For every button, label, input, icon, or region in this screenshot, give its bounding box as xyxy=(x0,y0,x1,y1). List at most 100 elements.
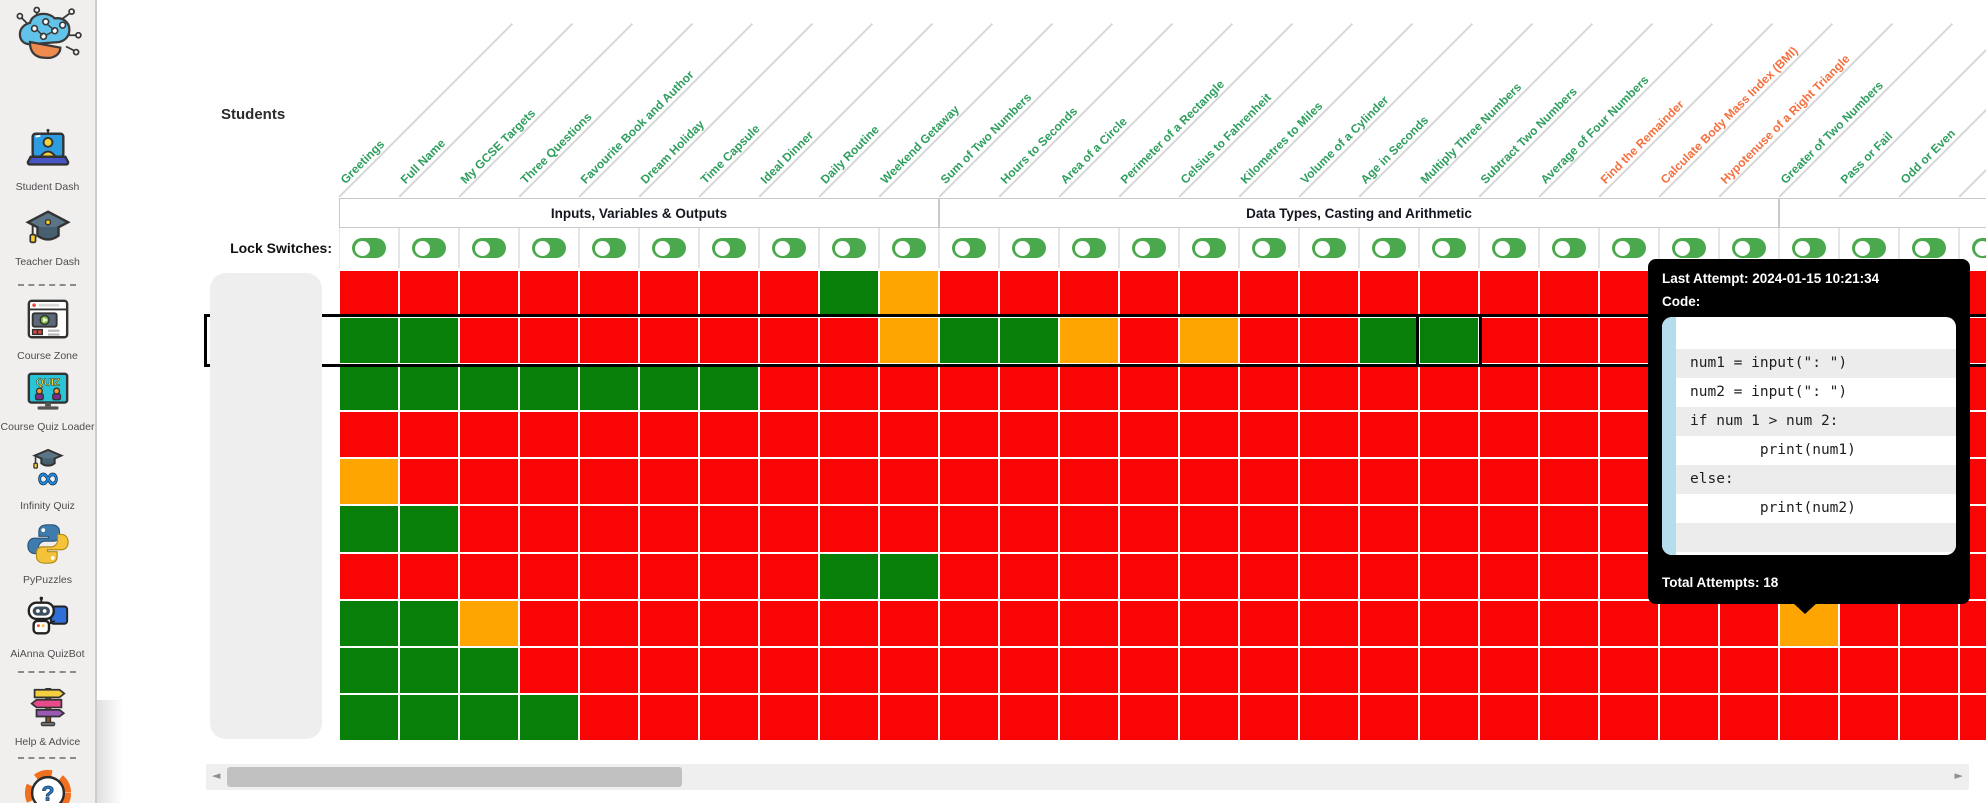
grid-cell[interactable] xyxy=(519,364,579,412)
lock-toggle[interactable] xyxy=(1672,238,1706,258)
grid-cell[interactable] xyxy=(1779,693,1839,741)
grid-cell[interactable] xyxy=(1239,693,1299,741)
grid-cell[interactable] xyxy=(1239,646,1299,694)
task-column-header[interactable]: Odd or Even xyxy=(1897,126,1959,187)
grid-cell[interactable] xyxy=(999,270,1059,318)
grid-cell[interactable] xyxy=(819,505,879,553)
grid-cell[interactable] xyxy=(459,458,519,506)
grid-cell[interactable] xyxy=(519,552,579,600)
grid-cell[interactable] xyxy=(1899,599,1959,647)
grid-cell[interactable] xyxy=(1179,270,1239,318)
grid-cell[interactable] xyxy=(699,364,759,412)
grid-cell[interactable] xyxy=(759,693,819,741)
grid-cell[interactable] xyxy=(699,317,759,365)
grid-cell[interactable] xyxy=(459,646,519,694)
lock-toggle[interactable] xyxy=(472,238,506,258)
grid-cell[interactable] xyxy=(339,411,399,459)
grid-cell[interactable] xyxy=(1179,364,1239,412)
grid-cell[interactable] xyxy=(1479,505,1539,553)
grid-cell[interactable] xyxy=(879,317,939,365)
grid-cell[interactable] xyxy=(519,458,579,506)
grid-cell[interactable] xyxy=(939,646,999,694)
grid-cell[interactable] xyxy=(1539,411,1599,459)
grid-cell[interactable] xyxy=(819,270,879,318)
grid-cell[interactable] xyxy=(639,693,699,741)
grid-cell[interactable] xyxy=(1599,693,1659,741)
lock-toggle[interactable] xyxy=(1792,238,1826,258)
lock-toggle[interactable] xyxy=(412,238,446,258)
sidebar-item-help-advice[interactable]: Help & Advice xyxy=(0,683,95,748)
lock-toggle[interactable] xyxy=(892,238,926,258)
grid-cell[interactable] xyxy=(459,270,519,318)
lock-toggle[interactable] xyxy=(592,238,626,258)
grid-cell[interactable] xyxy=(1479,411,1539,459)
sidebar-item-course-zone[interactable]: Course Zone xyxy=(0,297,95,362)
lock-toggle[interactable] xyxy=(952,238,986,258)
grid-cell[interactable] xyxy=(519,505,579,553)
grid-cell[interactable] xyxy=(819,411,879,459)
grid-cell[interactable] xyxy=(399,552,459,600)
grid-cell[interactable] xyxy=(1119,552,1179,600)
grid-cell[interactable] xyxy=(579,552,639,600)
grid-cell[interactable] xyxy=(879,364,939,412)
grid-cell[interactable] xyxy=(1419,317,1479,365)
grid-cell[interactable] xyxy=(1959,599,1986,647)
grid-cell[interactable] xyxy=(1119,270,1179,318)
grid-cell[interactable] xyxy=(879,599,939,647)
grid-cell[interactable] xyxy=(1239,505,1299,553)
grid-cell[interactable] xyxy=(999,317,1059,365)
grid-cell[interactable] xyxy=(1539,364,1599,412)
grid-cell[interactable] xyxy=(1419,411,1479,459)
grid-cell[interactable] xyxy=(759,505,819,553)
grid-cell[interactable] xyxy=(699,458,759,506)
sidebar-item-aianna-quizbot[interactable]: AiAnna QuizBot xyxy=(0,595,95,660)
grid-cell[interactable] xyxy=(1299,364,1359,412)
grid-cell[interactable] xyxy=(639,599,699,647)
grid-cell[interactable] xyxy=(339,317,399,365)
grid-cell[interactable] xyxy=(1539,693,1599,741)
grid-cell[interactable] xyxy=(639,270,699,318)
grid-cell[interactable] xyxy=(1719,646,1779,694)
grid-cell[interactable] xyxy=(699,270,759,318)
grid-cell[interactable] xyxy=(1059,364,1119,412)
task-column-header[interactable]: Average of Four Numbers xyxy=(1537,72,1652,187)
lock-toggle[interactable] xyxy=(1312,238,1346,258)
task-column-header[interactable]: Full Name xyxy=(397,136,449,187)
grid-cell[interactable] xyxy=(1539,458,1599,506)
grid-cell[interactable] xyxy=(519,317,579,365)
grid-cell[interactable] xyxy=(1179,646,1239,694)
grid-cell[interactable] xyxy=(579,646,639,694)
grid-cell[interactable] xyxy=(1059,411,1119,459)
lock-toggle[interactable] xyxy=(1492,238,1526,258)
grid-cell[interactable] xyxy=(819,458,879,506)
grid-cell[interactable] xyxy=(879,458,939,506)
grid-cell[interactable] xyxy=(399,646,459,694)
grid-cell[interactable] xyxy=(939,693,999,741)
sidebar-item-pypuzzles[interactable]: PyPuzzles xyxy=(0,521,95,586)
grid-cell[interactable] xyxy=(1179,411,1239,459)
horizontal-scrollbar[interactable]: ◄ ► xyxy=(206,764,1969,790)
lock-toggle[interactable] xyxy=(1972,238,1986,258)
grid-cell[interactable] xyxy=(1359,458,1419,506)
grid-cell[interactable] xyxy=(1839,599,1899,647)
grid-cell[interactable] xyxy=(1299,599,1359,647)
grid-cell[interactable] xyxy=(1179,458,1239,506)
grid-cell[interactable] xyxy=(1359,505,1419,553)
grid-cell[interactable] xyxy=(1419,458,1479,506)
grid-cell[interactable] xyxy=(1359,411,1419,459)
grid-cell[interactable] xyxy=(639,411,699,459)
grid-cell[interactable] xyxy=(579,364,639,412)
grid-cell[interactable] xyxy=(1719,599,1779,647)
task-column-header[interactable]: Greater of Two Numbers xyxy=(1777,78,1886,187)
grid-cell[interactable] xyxy=(1479,693,1539,741)
grid-cell[interactable] xyxy=(939,458,999,506)
grid-cell[interactable] xyxy=(459,505,519,553)
grid-cell[interactable] xyxy=(1359,552,1419,600)
grid-cell[interactable] xyxy=(1659,693,1719,741)
grid-cell[interactable] xyxy=(459,364,519,412)
task-column-header[interactable]: Ideal Dinner xyxy=(757,128,817,187)
grid-cell[interactable] xyxy=(939,505,999,553)
grid-cell[interactable] xyxy=(1539,599,1599,647)
grid-cell[interactable] xyxy=(1059,317,1119,365)
grid-cell[interactable] xyxy=(1299,693,1359,741)
